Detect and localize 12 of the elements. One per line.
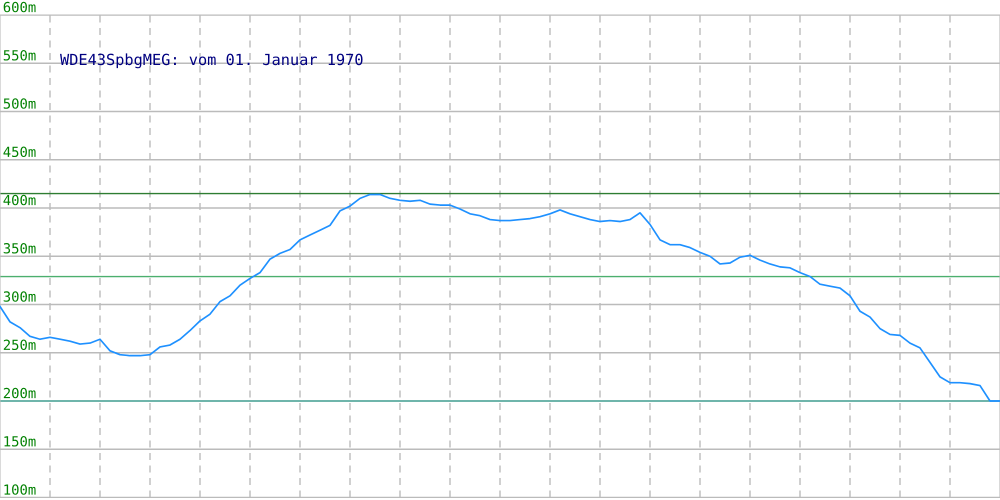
y-tick-label: 100m	[4, 484, 36, 495]
y-tick-label: 600m	[4, 2, 36, 12]
y-tick-label: 500m	[4, 98, 36, 109]
y-tick-label: 150m	[4, 436, 36, 447]
y-tick-label: 550m	[4, 50, 36, 61]
y-tick-label: 400m	[3, 194, 36, 206]
y-tick-label: 450m	[3, 146, 36, 158]
y-tick-label: 250m	[4, 340, 36, 350]
y-tick-label: 350m	[4, 243, 36, 254]
y-tick-label: 200m	[4, 388, 36, 398]
y-tick-label: 300m	[4, 291, 36, 302]
text: WDE43SpbgMEG: vom 01. Januar 1970	[60, 53, 363, 68]
